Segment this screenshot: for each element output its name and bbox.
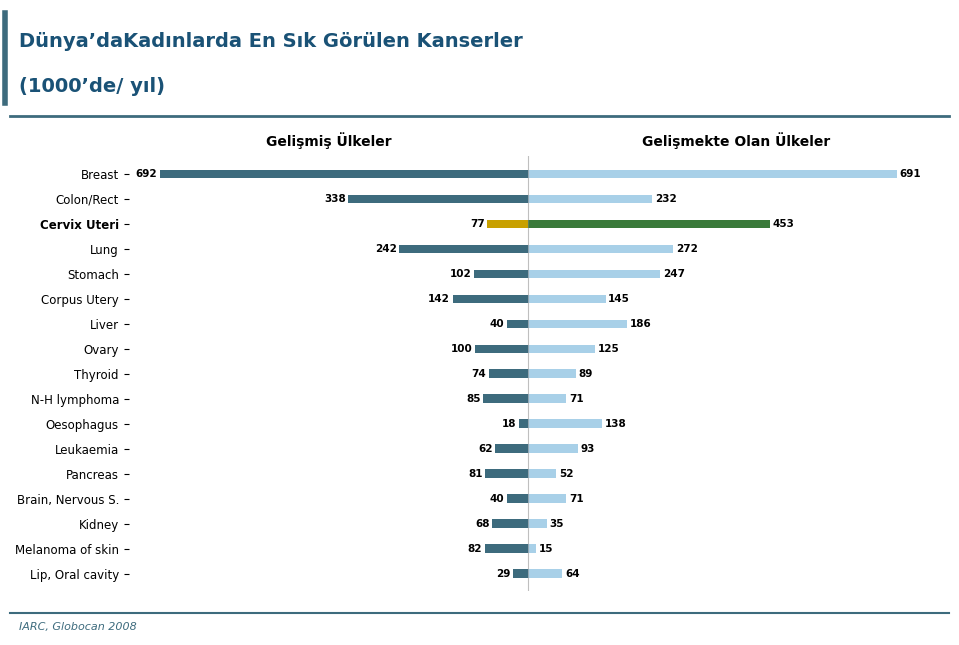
Text: 242: 242 bbox=[375, 244, 397, 254]
Bar bbox=[489, 370, 528, 378]
Text: 89: 89 bbox=[578, 369, 593, 379]
Text: 68: 68 bbox=[475, 519, 489, 529]
Text: 247: 247 bbox=[663, 269, 685, 279]
Text: 74: 74 bbox=[472, 369, 486, 379]
Bar bbox=[528, 244, 673, 253]
Text: 81: 81 bbox=[468, 469, 482, 479]
Bar bbox=[528, 470, 556, 478]
Text: 691: 691 bbox=[900, 169, 921, 179]
Text: 52: 52 bbox=[559, 469, 573, 479]
Text: 272: 272 bbox=[676, 244, 698, 254]
Bar bbox=[513, 570, 528, 578]
Bar bbox=[528, 195, 652, 203]
Bar bbox=[528, 544, 536, 553]
Text: 82: 82 bbox=[467, 544, 482, 554]
Bar bbox=[528, 344, 595, 353]
Text: 64: 64 bbox=[565, 569, 580, 579]
Bar bbox=[528, 295, 606, 303]
Text: Gelişmekte Olan Ülkeler: Gelişmekte Olan Ülkeler bbox=[643, 132, 830, 149]
Bar bbox=[507, 319, 528, 328]
Text: 453: 453 bbox=[772, 219, 794, 229]
Bar bbox=[528, 419, 602, 428]
Bar bbox=[519, 419, 528, 428]
Bar bbox=[528, 319, 627, 328]
Bar bbox=[453, 295, 528, 303]
Bar bbox=[474, 270, 528, 278]
Bar bbox=[487, 219, 528, 228]
Text: 18: 18 bbox=[502, 419, 516, 429]
Bar bbox=[528, 444, 578, 453]
Text: 35: 35 bbox=[550, 519, 564, 529]
Bar bbox=[528, 370, 575, 378]
Bar bbox=[348, 195, 528, 203]
Bar bbox=[528, 395, 566, 403]
Text: 100: 100 bbox=[451, 344, 473, 354]
Text: 62: 62 bbox=[479, 444, 493, 454]
Text: 142: 142 bbox=[428, 294, 450, 304]
Text: (1000’de/ yıl): (1000’de/ yıl) bbox=[19, 77, 165, 96]
Text: 15: 15 bbox=[539, 544, 553, 554]
Bar bbox=[528, 170, 897, 178]
Text: 232: 232 bbox=[655, 194, 676, 204]
Bar bbox=[528, 495, 566, 503]
Bar bbox=[399, 244, 528, 253]
Bar bbox=[485, 470, 528, 478]
Bar bbox=[528, 570, 563, 578]
Text: 71: 71 bbox=[569, 394, 583, 404]
Text: Gelişmiş Ülkeler: Gelişmiş Ülkeler bbox=[266, 132, 391, 149]
Bar bbox=[528, 270, 660, 278]
Bar bbox=[484, 544, 528, 553]
Bar bbox=[507, 495, 528, 503]
Text: 102: 102 bbox=[450, 269, 472, 279]
Text: 93: 93 bbox=[580, 444, 595, 454]
Text: 338: 338 bbox=[324, 194, 345, 204]
Bar bbox=[528, 519, 547, 528]
Text: 186: 186 bbox=[630, 319, 652, 329]
Text: 85: 85 bbox=[466, 394, 480, 404]
Bar bbox=[492, 519, 528, 528]
Text: 40: 40 bbox=[490, 494, 504, 504]
Text: 71: 71 bbox=[569, 494, 583, 504]
Text: 29: 29 bbox=[496, 569, 510, 579]
Text: 125: 125 bbox=[597, 344, 620, 354]
Bar bbox=[496, 444, 528, 453]
Text: 77: 77 bbox=[470, 219, 484, 229]
Bar bbox=[159, 170, 528, 178]
Text: 138: 138 bbox=[604, 419, 626, 429]
Bar bbox=[528, 219, 770, 228]
Bar bbox=[475, 344, 528, 353]
Bar bbox=[483, 395, 528, 403]
Text: 692: 692 bbox=[135, 169, 157, 179]
Text: IARC, Globocan 2008: IARC, Globocan 2008 bbox=[19, 622, 137, 632]
Text: Dünya’daKadınlarda En Sık Görülen Kanserler: Dünya’daKadınlarda En Sık Görülen Kanser… bbox=[19, 32, 523, 51]
Text: 145: 145 bbox=[608, 294, 630, 304]
Text: 40: 40 bbox=[490, 319, 504, 329]
